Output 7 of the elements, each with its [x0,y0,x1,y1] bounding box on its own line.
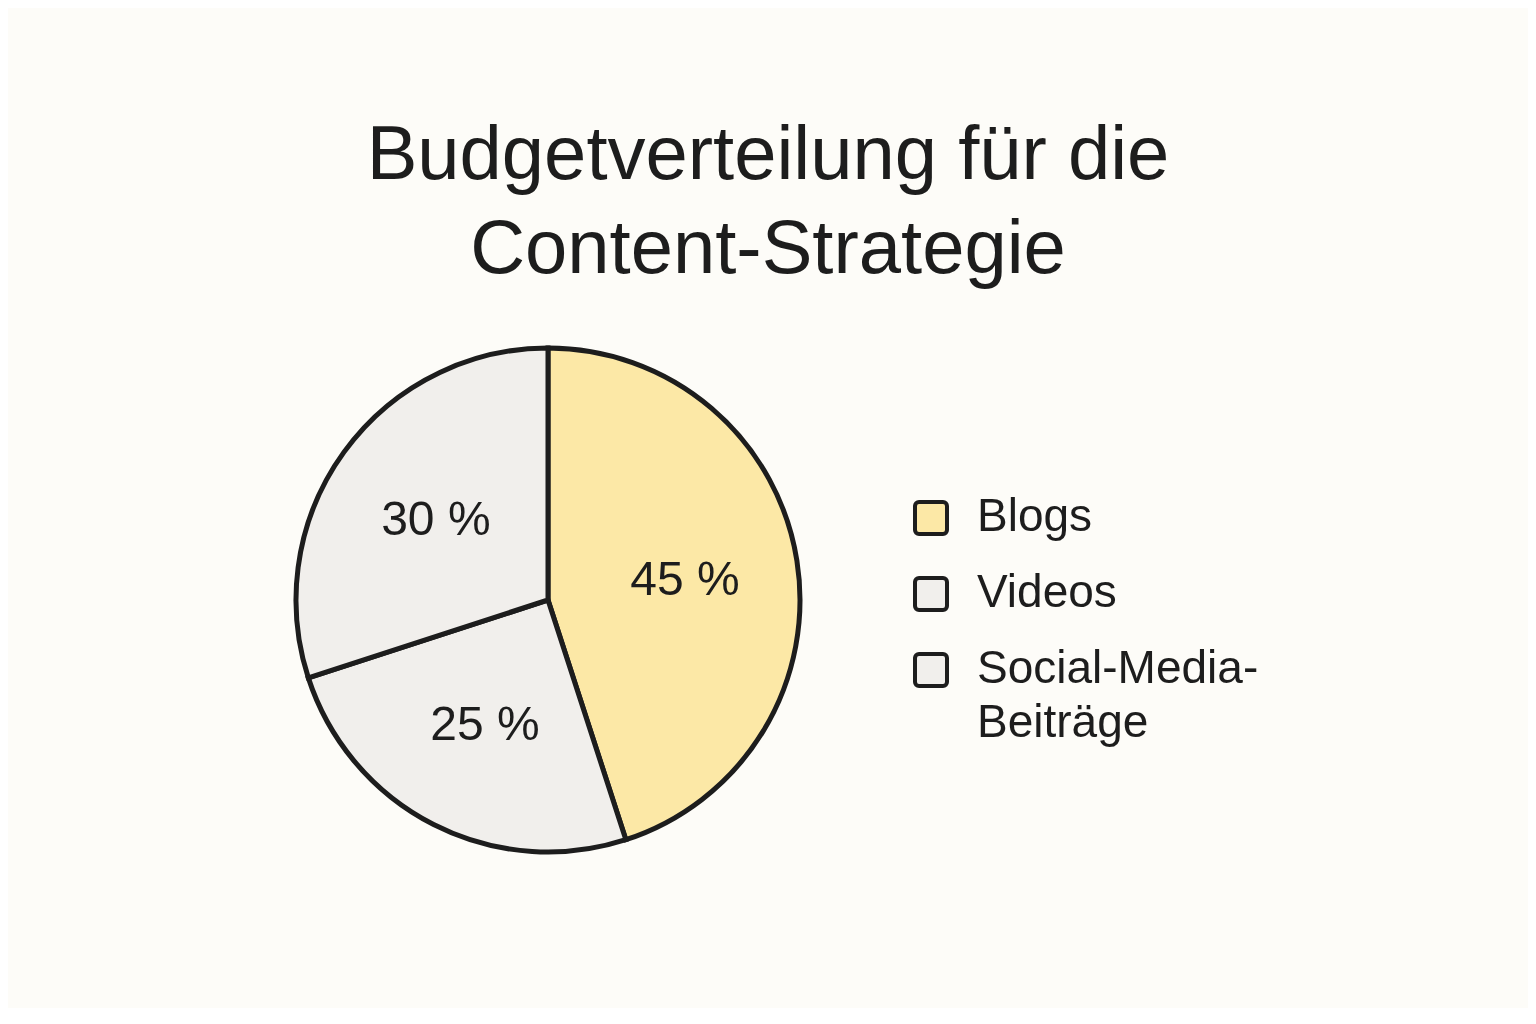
legend-label: Social-Media-Beiträge [977,640,1260,748]
legend-label: Blogs [977,488,1093,542]
data-label: 25 % [430,696,540,750]
legend-label: Videos [977,564,1117,618]
data-label: 45 % [630,551,740,605]
chart-title: Budgetverteilung für die Content-Strategie [365,109,1171,291]
data-label: 30 % [381,492,491,546]
